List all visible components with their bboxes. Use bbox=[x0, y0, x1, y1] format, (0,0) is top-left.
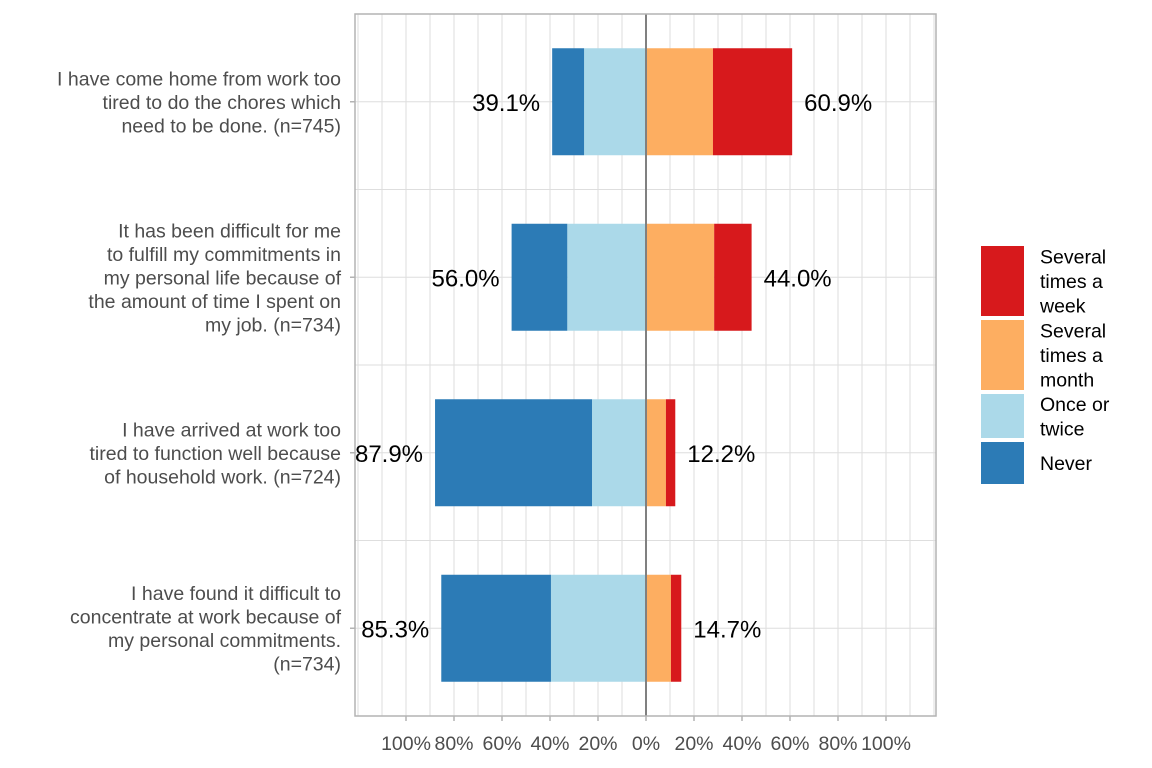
bar-several-times-a-week bbox=[712, 48, 793, 156]
data-label-right-total: 44.0% bbox=[764, 265, 832, 292]
legend-swatch bbox=[981, 246, 1024, 316]
legend-label-line: Several bbox=[1040, 247, 1106, 269]
bar-several-times-a-month bbox=[646, 48, 713, 156]
bar-once-or-twice bbox=[567, 223, 646, 331]
data-label-left-total: 56.0% bbox=[432, 265, 500, 292]
legend-label-line: twice bbox=[1040, 418, 1084, 440]
y-category-label-line: need to be done. (n=745) bbox=[121, 115, 341, 137]
y-category-label-line: tired to function well because bbox=[90, 443, 341, 465]
bar-once-or-twice bbox=[584, 48, 646, 156]
bar-several-times-a-week bbox=[714, 223, 752, 331]
legend-label-line: Several bbox=[1040, 321, 1106, 343]
bar-once-or-twice bbox=[550, 574, 646, 682]
y-category-label-line: my job. (n=734) bbox=[205, 314, 341, 336]
y-category-label-line: my personal life because of bbox=[104, 267, 342, 289]
x-axis: 100% 80% 60% 40% 20% 0% 20% 40% 60% 80% 100% bbox=[381, 716, 911, 755]
y-category-label-line: my personal commitments. bbox=[108, 630, 341, 652]
legend-item: Never bbox=[981, 442, 1093, 484]
bar-never bbox=[511, 223, 568, 331]
x-tick-label: 40% bbox=[530, 733, 569, 755]
y-category-label-line: concentrate at work because of bbox=[70, 607, 342, 629]
data-label-right-total: 12.2% bbox=[687, 441, 755, 468]
data-label-left-total: 85.3% bbox=[361, 616, 429, 643]
y-category-label-line: I have come home from work too bbox=[57, 68, 341, 90]
bar-never bbox=[552, 48, 585, 156]
y-category-label-line: I have found it difficult to bbox=[131, 583, 341, 605]
y-category-label-line: tired to do the chores which bbox=[103, 92, 341, 114]
x-tick-label: 60% bbox=[482, 733, 521, 755]
bar-several-times-a-month bbox=[646, 574, 671, 682]
bar-several-times-a-month bbox=[646, 223, 715, 331]
y-category-label: I have found it difficult toconcentrate … bbox=[70, 583, 342, 676]
y-category-label-line: to fulfill my commitments in bbox=[107, 244, 341, 266]
bar-never bbox=[441, 574, 551, 682]
legend-label-line: month bbox=[1040, 370, 1094, 392]
legend-label-line: times a bbox=[1040, 271, 1103, 293]
x-tick-label: 60% bbox=[770, 733, 809, 755]
y-category-label-line: (n=734) bbox=[273, 654, 341, 676]
legend-swatch bbox=[981, 442, 1024, 484]
legend-label-line: times a bbox=[1040, 345, 1103, 367]
bar-once-or-twice bbox=[592, 399, 646, 507]
x-tick-label: 100% bbox=[381, 733, 431, 755]
x-tick-label: 20% bbox=[578, 733, 617, 755]
y-category-label-line: It has been difficult for me bbox=[118, 220, 341, 242]
x-tick-label: 40% bbox=[722, 733, 761, 755]
data-labels: 39.1% 60.9% 56.0% 44.0% 87.9% 12.2% 85.3% 14.7% bbox=[355, 90, 872, 644]
legend-label-line: Never bbox=[1040, 453, 1093, 475]
data-label-left-total: 87.9% bbox=[355, 441, 423, 468]
x-tick-label: 100% bbox=[861, 733, 911, 755]
bars bbox=[435, 48, 793, 682]
legend-label-line: week bbox=[1039, 296, 1086, 318]
bar-several-times-a-month bbox=[646, 399, 666, 507]
legend-swatch bbox=[981, 394, 1024, 438]
bar-several-times-a-week bbox=[670, 574, 682, 682]
x-tick-label: 80% bbox=[434, 733, 473, 755]
y-category-label-line: I have arrived at work too bbox=[122, 419, 341, 441]
bar-several-times-a-week bbox=[665, 399, 676, 507]
legend-label-line: Once or bbox=[1040, 394, 1110, 416]
x-tick-label: 80% bbox=[818, 733, 857, 755]
data-label-right-total: 60.9% bbox=[804, 90, 872, 117]
data-label-left-total: 39.1% bbox=[472, 90, 540, 117]
x-tick-label: 20% bbox=[674, 733, 713, 755]
legend-swatch bbox=[981, 320, 1024, 390]
data-label-right-total: 14.7% bbox=[693, 616, 761, 643]
y-category-label-line: of household work. (n=724) bbox=[104, 466, 341, 488]
y-category-label-line: the amount of time I spent on bbox=[88, 291, 341, 313]
bar-never bbox=[435, 399, 592, 507]
x-tick-label: 0% bbox=[632, 733, 660, 755]
